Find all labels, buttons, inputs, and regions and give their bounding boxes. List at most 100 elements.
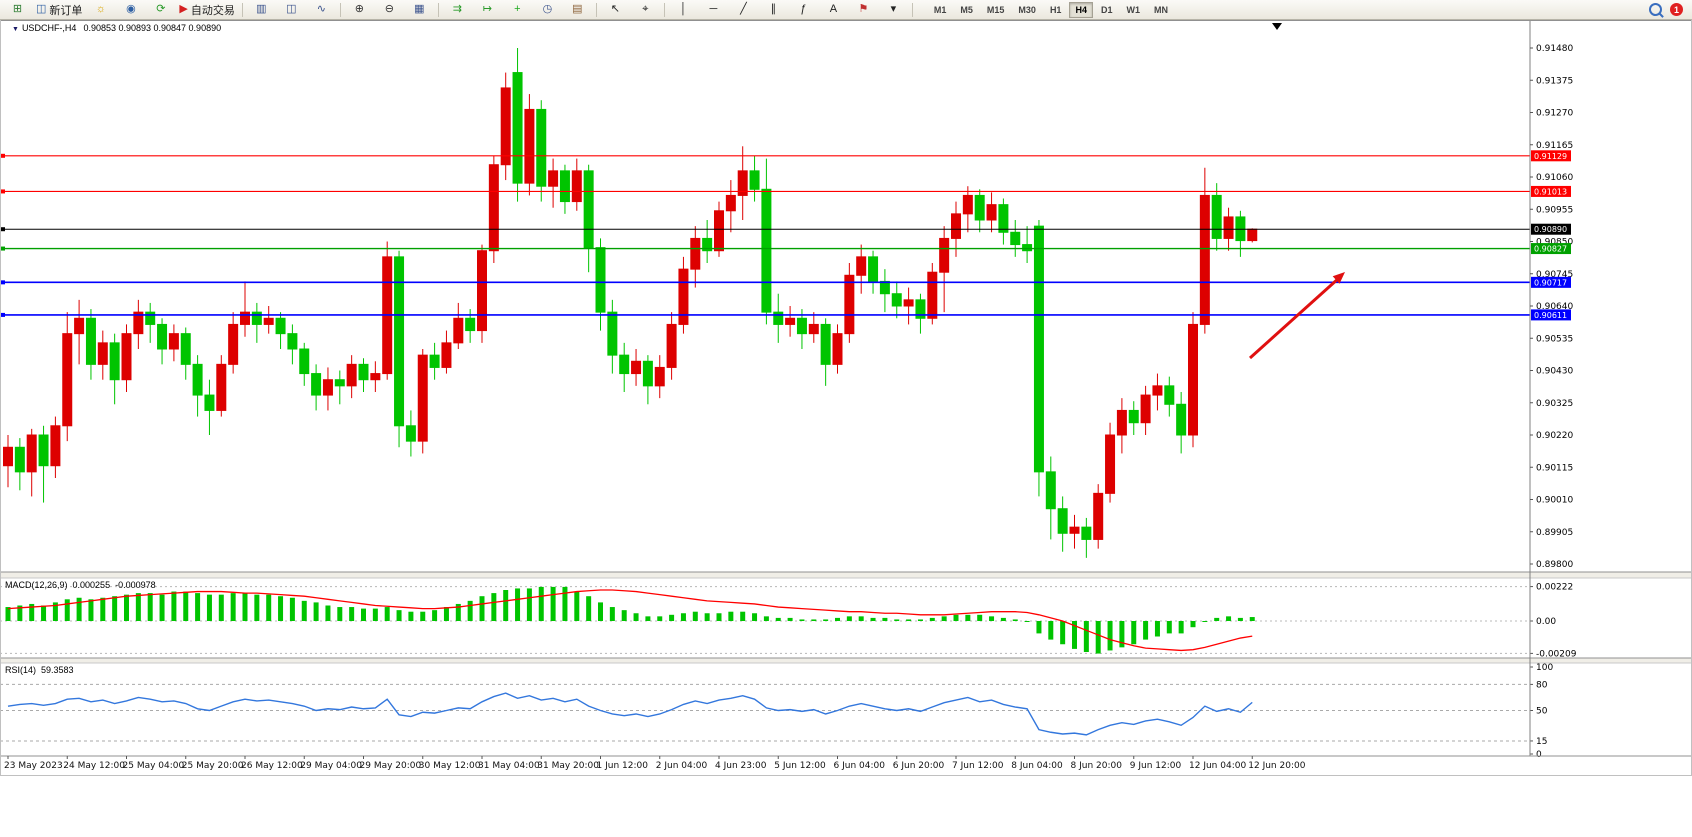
svg-text:0.90745: 0.90745 [1536,270,1573,280]
svg-text:8 Jun 20:00: 8 Jun 20:00 [1071,761,1123,771]
line-left-marker [0,280,5,285]
crosshair-button[interactable]: ⌖ [631,1,660,19]
timeframe-mn[interactable]: MN [1153,4,1168,15]
timeframe-w1[interactable]: W1 [1126,4,1140,15]
vertical-line-button[interactable]: │ [669,1,698,19]
templates-button[interactable]: ▤ [563,1,592,19]
new-chart-button[interactable]: ⊞ [3,1,32,19]
toolbar: ⊞ ◫ 新订单 ☼ ◉ ⟳ ▶ 自动交易 ▥ ◫ ∿ ⊕ ⊖ ▦ ⇉ ↦ + ◷ ▤ ↖ ⌖ │ ─ ╱ ∥ ƒ A ⚑ ▾ M1 M5 M1… [0,0,1692,20]
toolbar-separator [663,2,665,17]
macd-title: MACD(12,26,9) [5,580,68,590]
macd-main-value: 0.000255 [72,580,111,590]
line-left-marker [0,189,5,194]
trendline-button[interactable]: ╱ [729,1,758,19]
svg-text:80: 80 [1536,680,1548,690]
market-watch-button[interactable]: ◉ [116,1,145,19]
svg-text:9 Jun 12:00: 9 Jun 12:00 [1130,761,1182,771]
rsi-title: RSI(14) [5,665,37,675]
macd-label: MACD(12,26,9) 0.000255 -0.000978 [5,580,161,590]
price-tag [1531,243,1571,255]
svg-text:0.90115: 0.90115 [1536,463,1573,473]
timeframe-m30[interactable]: M30 [1018,4,1036,15]
indicators-button[interactable]: + [503,1,532,19]
new-order-icon: ◫ [36,3,47,15]
panel-splitter[interactable] [0,572,1692,578]
refresh-button[interactable]: ⟳ [146,1,175,19]
toolbar-separator [241,2,243,17]
chart-shift-icon: ↦ [482,3,492,15]
time-axis: 23 May 2023 24 May 12:0025 May 04:0025 Ma… [0,755,1692,771]
auto-trading-button-label: 自动交易 [190,4,235,17]
zoom-out-icon: ⊖ [384,3,394,15]
svg-text:25 May 20:00: 25 May 20:00 [182,761,244,771]
symbol-timeframe: USDCHF-,H4 [21,23,77,33]
chart-canvas[interactable]: 0.002220.00-0.0020910080501500.914800.91… [0,20,1692,776]
horizontal-lines [0,153,1530,317]
search-icon[interactable] [1649,3,1662,16]
auto-scroll-button[interactable]: ⇉ [443,1,472,19]
svg-text:0.89800: 0.89800 [1536,560,1573,570]
svg-text:0.90890: 0.90890 [1534,225,1567,234]
mql-community-button[interactable]: ☼ [86,1,115,19]
timeframe-d1[interactable]: D1 [1100,4,1113,15]
notification-badge[interactable]: 1 [1670,3,1683,16]
cursor-button[interactable]: ↖ [601,1,630,19]
svg-text:0.00: 0.00 [1536,617,1556,627]
timeframe-m15[interactable]: M15 [986,4,1005,15]
auto-trading-button[interactable]: ▶ 自动交易 [176,1,237,19]
svg-text:12 Jun 20:00: 12 Jun 20:00 [1248,761,1305,771]
macd-panel: 0.00222 0.00 -0.00209 [0,583,1577,659]
svg-text:6 Jun 20:00: 6 Jun 20:00 [893,761,945,771]
timeframe-m5[interactable]: M5 [960,4,973,15]
tile-windows-button[interactable]: ▦ [405,1,434,19]
zoom-in-button[interactable]: ⊕ [345,1,374,19]
fibonacci-icon: ƒ [800,3,807,15]
svg-text:24 May 12:00: 24 May 12:00 [63,761,125,771]
horizontal-line-button[interactable]: ─ [699,1,728,19]
bar-chart-mode-icon: ▥ [256,3,267,15]
arrow-tool-button[interactable]: ⚑ [849,1,878,19]
horizontal-line-icon: ─ [709,3,718,15]
line-chart-mode-button[interactable]: ∿ [307,1,336,19]
line-chart-mode-icon: ∿ [316,3,326,15]
chart-shift-marker[interactable] [1272,23,1282,30]
crosshair-icon: ⌖ [642,3,649,15]
svg-text:0.90850: 0.90850 [1536,238,1573,248]
market-watch-icon: ◉ [126,3,136,15]
svg-text:0.00222: 0.00222 [1536,583,1573,593]
price-tag [1531,276,1571,288]
svg-text:30 May 12:00: 30 May 12:00 [419,761,481,771]
shapes-dropdown-icon: ▾ [890,3,897,15]
text-tool-button[interactable]: A [819,1,848,19]
chart-shift-button[interactable]: ↦ [473,1,502,19]
line-left-marker [0,153,5,158]
channel-button[interactable]: ∥ [759,1,788,19]
svg-text:0.90535: 0.90535 [1536,334,1573,344]
timeframe-m1[interactable]: M1 [933,4,947,15]
svg-text:0.90325: 0.90325 [1536,399,1573,409]
candlestick-mode-button[interactable]: ◫ [277,1,306,19]
toolbar-separator [911,2,913,17]
svg-text:0.90430: 0.90430 [1536,367,1573,377]
periods-button[interactable]: ◷ [533,1,562,19]
svg-text:0.90611: 0.90611 [1534,311,1567,320]
fibonacci-button[interactable]: ƒ [789,1,818,19]
svg-text:23 May 2023: 23 May 2023 [4,761,63,771]
toolbar-separator [437,2,439,17]
trend-arrow[interactable] [1248,272,1345,360]
new-order-button[interactable]: ◫ 新订单 [33,1,85,19]
zoom-out-button[interactable]: ⊖ [375,1,404,19]
trendline-icon: ╱ [740,3,747,15]
toolbar-separator [595,2,597,17]
svg-text:0.91270: 0.91270 [1536,109,1573,119]
timeframe-h4[interactable]: H4 [1069,1,1093,18]
shapes-dropdown[interactable]: ▾ [879,1,908,19]
timeframe-h1[interactable]: H1 [1049,4,1062,15]
chart-window: 0.00222 0.00 -0.00209 100 80 50 15 0 0.91480 0.91… [0,20,1692,776]
zoom-in-icon: ⊕ [354,3,364,15]
indicators-icon: + [514,3,521,15]
cursor-icon: ↖ [610,3,620,15]
bar-chart-mode-button[interactable]: ▥ [247,1,276,19]
panel-splitter[interactable] [0,658,1692,663]
